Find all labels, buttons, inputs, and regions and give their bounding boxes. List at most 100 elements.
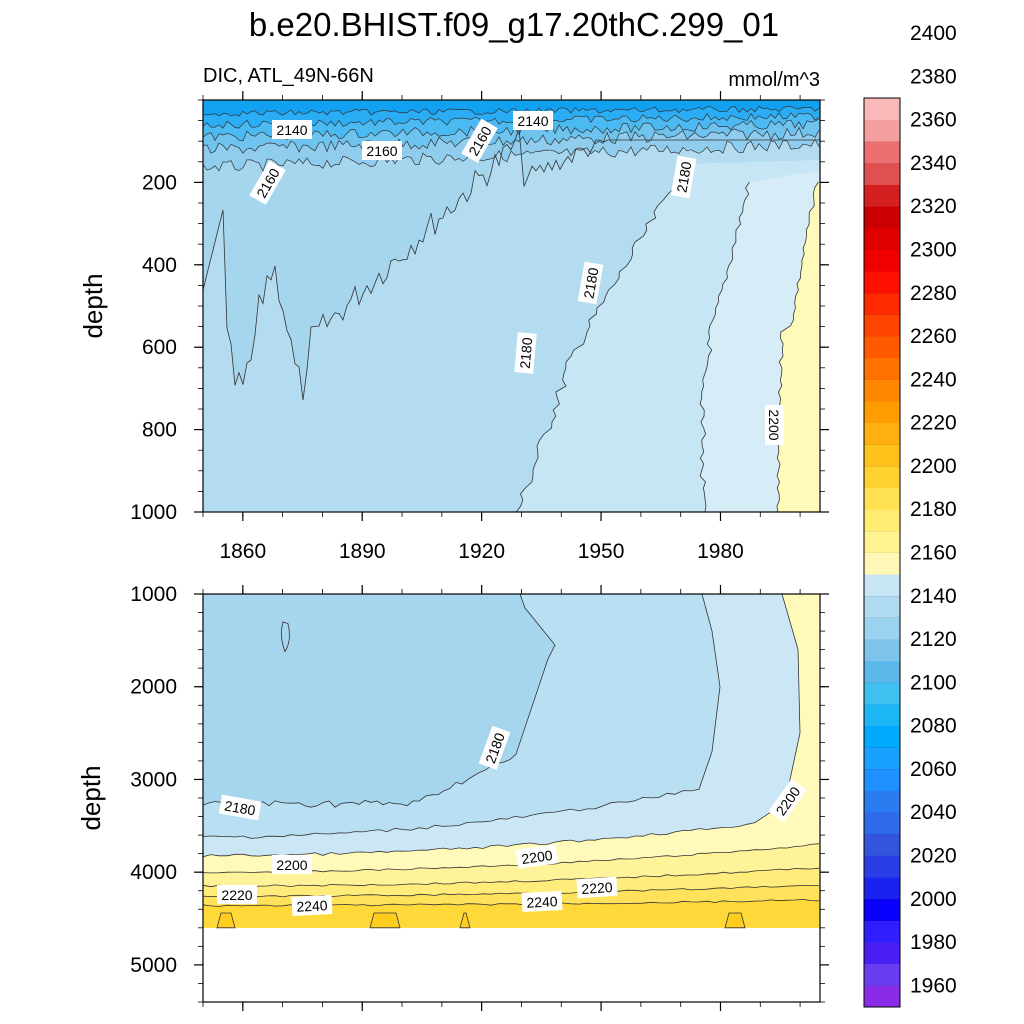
- y-tick-label: 800: [142, 419, 177, 442]
- colorbar-swatch: [864, 963, 900, 986]
- colorbar: 1960 1980 2000 2020 2040 2060 2080 2100 2120 2140…: [863, 0, 957, 1008]
- upper-contour-label: 2160: [362, 141, 402, 160]
- lower-contour-label-text: 2200: [520, 847, 553, 867]
- colorbar-tick-label: 2260: [910, 325, 957, 348]
- upper-contour-label-bg: [514, 332, 537, 374]
- lower-contour-label-bg: [515, 844, 559, 869]
- colorbar-swatch: [864, 682, 900, 705]
- upper-contour-label-text: 2180: [673, 160, 694, 194]
- lower-contour-label-bg: [576, 876, 618, 899]
- colorbar-swatch: [864, 141, 900, 164]
- colorbar-swatch: [864, 595, 900, 618]
- colorbar-tick-label: 2000: [910, 888, 957, 911]
- upper-contour-label-text: 2180: [517, 337, 536, 370]
- x-tick-label: 1860: [219, 540, 266, 563]
- y-tick-label: 2000: [130, 676, 177, 699]
- colorbar-tick-label: 2400: [910, 22, 957, 45]
- upper-contour-label-bg: [461, 118, 498, 163]
- upper-contour-label-bg: [513, 111, 553, 130]
- colorbar-swatch: [864, 855, 900, 878]
- lower-contour-label-text: 2220: [581, 879, 613, 897]
- lower-contour-label-bg: [521, 890, 563, 913]
- lower-contour-label: 2200: [515, 844, 559, 869]
- lower-contour-label: 2220: [576, 876, 618, 899]
- upper-contour-label-bg: [272, 120, 312, 139]
- lower-y-axis: 1000 2000 3000 4000 5000: [130, 583, 829, 1003]
- lower-contour-label: 2240: [521, 890, 563, 913]
- colorbar-tick-label: 2220: [910, 412, 957, 435]
- upper-contour-2110-2120: [202, 105, 820, 117]
- colorbar-swatch: [864, 812, 900, 835]
- upper-fill-2110-2120: [203, 100, 820, 117]
- lower-contour-2230-2240: [202, 885, 820, 898]
- lower-contour-label: 2200: [272, 855, 312, 874]
- colorbar-tick-label: 2160: [910, 542, 957, 565]
- colorbar-swatch: [864, 617, 900, 640]
- upper-contour-label-text: 2140: [517, 113, 548, 129]
- colorbar-frame: [863, 97, 901, 1008]
- lower-contour-label-bg: [478, 725, 511, 770]
- lower-contour-label-bg: [218, 794, 262, 821]
- colorbar-tick-label: 2120: [910, 628, 957, 651]
- colorbar-swatch: [864, 639, 900, 662]
- upper-contour-label: 2180: [577, 261, 604, 305]
- upper-contour-label-text: 2140: [276, 122, 307, 138]
- colorbar-tick-label: 1960: [910, 974, 957, 997]
- upper-contour-label: 2140: [272, 120, 312, 139]
- upper-contour-2170: [202, 127, 820, 401]
- chart-title: b.e20.BHIST.f09_g17.20thC.299_01: [249, 6, 779, 43]
- colorbar-tick-label: 2240: [910, 368, 957, 391]
- colorbar-swatch: [864, 292, 900, 315]
- colorbar-swatch: [864, 898, 900, 921]
- lower-contour-label: 2240: [291, 894, 333, 917]
- y-tick-label: 1000: [130, 501, 177, 524]
- colorbar-tick-label: 2020: [910, 845, 957, 868]
- upper-contour-fill: [203, 100, 820, 512]
- lower-contour-blob: [281, 621, 290, 653]
- colorbar-swatch: [864, 660, 900, 683]
- upper-x-axis: 1860 1890 1920 1950 1980: [202, 91, 801, 563]
- colorbar-swatch: [864, 768, 900, 791]
- colorbar-swatch: [864, 747, 900, 770]
- colorbar-swatch: [864, 314, 900, 337]
- y-tick-label: 600: [142, 336, 177, 359]
- upper-contour-label-text: 2180: [580, 266, 601, 300]
- colorbar-swatch: [864, 920, 900, 943]
- colorbar-swatch: [864, 271, 900, 294]
- lower-contour-label-text: 2180: [223, 797, 257, 818]
- x-tick-label: 1980: [697, 540, 744, 563]
- colorbar-tick-label: 2280: [910, 282, 957, 305]
- colorbar-swatch: [864, 509, 900, 532]
- colorbar-swatch: [864, 249, 900, 272]
- upper-contour-label: 2140: [513, 111, 553, 130]
- colorbar-swatch: [864, 725, 900, 748]
- lower-contour-2220-2230: [202, 867, 820, 888]
- variable-label: DIC, ATL_49N-66N: [203, 65, 374, 87]
- colorbar-swatch: [864, 487, 900, 510]
- upper-y-axis-label: depth: [78, 273, 108, 338]
- colorbar-tick-label: 2340: [910, 152, 957, 175]
- upper-fill-2200-2210: [777, 182, 820, 512]
- lower-fill-2250-pocket: [724, 912, 746, 929]
- lower-contour-fill: [203, 594, 820, 929]
- colorbar-tick-label: 2180: [910, 498, 957, 521]
- colorbar-swatch: [864, 574, 900, 597]
- lower-contour-label-bg: [272, 855, 312, 874]
- y-tick-label: 4000: [130, 861, 177, 884]
- lower-fill-2250-pocket: [459, 912, 471, 929]
- colorbar-swatch: [864, 833, 900, 856]
- upper-contour-label: 2200: [765, 405, 784, 445]
- y-tick-label: 200: [142, 171, 177, 194]
- upper-contour-label-text: 2160: [366, 143, 397, 159]
- lower-contour-label-bg: [217, 885, 257, 904]
- colorbar-swatch: [864, 790, 900, 813]
- x-tick-label: 1920: [458, 540, 505, 563]
- y-tick-label: 5000: [130, 954, 177, 977]
- colorbar-tick-label: 2080: [910, 715, 957, 738]
- lower-fill-2200-2210: [203, 594, 820, 928]
- lower-contour-label-text: 2240: [296, 897, 328, 915]
- lower-contour-label: 2220: [217, 885, 257, 904]
- colorbar-swatch: [864, 465, 900, 488]
- colorbar-swatch: [864, 336, 900, 359]
